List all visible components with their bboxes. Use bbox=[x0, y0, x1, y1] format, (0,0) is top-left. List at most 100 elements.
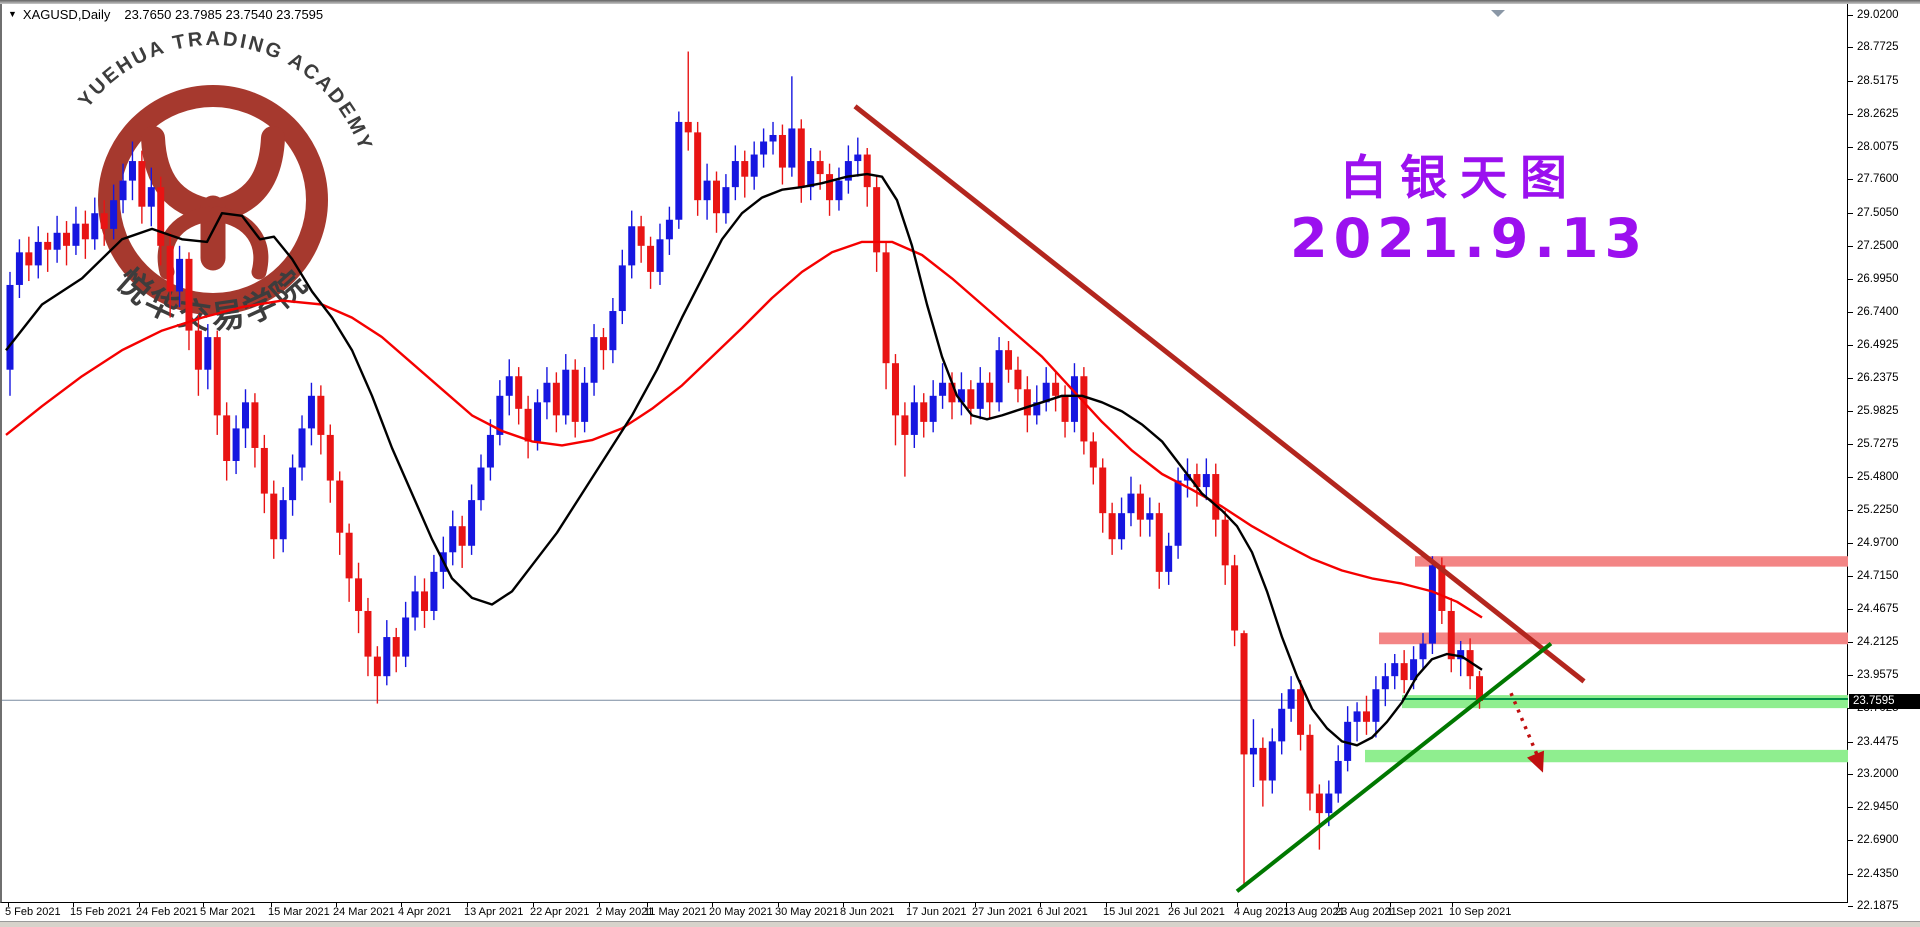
candle-bull bbox=[665, 219, 673, 240]
candle-bull bbox=[72, 223, 80, 246]
candle-bear bbox=[873, 187, 881, 253]
candle-bear bbox=[694, 132, 702, 201]
date-axis-tick bbox=[909, 903, 910, 907]
candle-bull bbox=[91, 213, 99, 240]
price-axis-label: 24.7150 bbox=[1857, 570, 1899, 583]
candle-bull bbox=[53, 232, 61, 250]
candle-bull bbox=[505, 376, 513, 396]
price-axis-tick bbox=[1848, 807, 1853, 809]
candle-bull bbox=[534, 402, 542, 442]
date-axis-label: 24 Mar 2021 bbox=[333, 906, 395, 918]
candle-bear bbox=[948, 382, 956, 403]
candle-bear bbox=[1061, 395, 1069, 422]
candle-bull bbox=[995, 350, 1003, 403]
date-axis-tick bbox=[1390, 903, 1391, 907]
date-axis-label: 17 Jun 2021 bbox=[906, 906, 967, 918]
candle-bull bbox=[486, 434, 494, 468]
candle-bear bbox=[1476, 676, 1484, 701]
candle-bull bbox=[628, 226, 636, 266]
candle-bear bbox=[270, 493, 278, 540]
date-axis-tick bbox=[1171, 903, 1172, 907]
price-axis-tick bbox=[1848, 641, 1853, 643]
price-axis-tick bbox=[1848, 15, 1853, 16]
date-axis-tick bbox=[533, 903, 534, 907]
candle-bull bbox=[430, 571, 438, 611]
candle-bull bbox=[590, 337, 598, 383]
candle-bull bbox=[910, 402, 918, 435]
date-axis-label: 22 Apr 2021 bbox=[530, 906, 590, 918]
candle-bear bbox=[891, 363, 899, 416]
candle-bear bbox=[392, 637, 400, 657]
candle-bull bbox=[289, 467, 297, 501]
projection-arrow-shaft[interactable] bbox=[1509, 692, 1540, 758]
date-axis-label: 1 Sep 2021 bbox=[1387, 906, 1444, 918]
candle-bear bbox=[260, 447, 268, 494]
candle-bull bbox=[1419, 643, 1427, 660]
price-axis-label: 26.9950 bbox=[1857, 273, 1899, 286]
candle-bull bbox=[1174, 480, 1182, 546]
symbol-timeframe-label: XAGUSD,Daily bbox=[22, 7, 111, 22]
price-axis-label: 25.4800 bbox=[1857, 470, 1899, 483]
candle-bear bbox=[157, 187, 165, 246]
date-axis-label: 23 Aug 2021 bbox=[1335, 906, 1397, 918]
candle-bear bbox=[317, 395, 325, 435]
candle-bull bbox=[1428, 565, 1436, 644]
candle-bear bbox=[1089, 441, 1097, 468]
price-axis-label: 26.2375 bbox=[1857, 371, 1899, 384]
candle-bear bbox=[25, 252, 33, 266]
date-axis-tick bbox=[203, 903, 204, 907]
candle-bull bbox=[854, 154, 862, 162]
date-axis-tick bbox=[599, 903, 600, 907]
candle-bull bbox=[1287, 689, 1295, 709]
trendline-descending-resistance[interactable] bbox=[853, 104, 1586, 684]
chart-shift-marker-icon[interactable] bbox=[1491, 10, 1505, 17]
candle-bear bbox=[1259, 747, 1267, 781]
candle-bear bbox=[166, 245, 174, 292]
candle-bear bbox=[458, 526, 466, 546]
candle-bear bbox=[901, 415, 909, 435]
date-axis-label: 30 May 2021 bbox=[775, 906, 839, 918]
support-zone-2[interactable] bbox=[1365, 749, 1848, 763]
candle-bull bbox=[15, 252, 23, 285]
candle-bull bbox=[543, 382, 551, 403]
price-axis-label: 27.2500 bbox=[1857, 239, 1899, 252]
date-axis-tick bbox=[647, 903, 648, 907]
candle-bear bbox=[1052, 382, 1060, 396]
candle-bull bbox=[788, 128, 796, 168]
collapse-triangle-icon[interactable]: ▼ bbox=[8, 9, 17, 19]
chart-area[interactable]: YUEHUA TRADING ACADEMY 悦华交易学院 bbox=[0, 4, 1848, 903]
price-axis-label: 29.0200 bbox=[1857, 9, 1899, 21]
candle-bear bbox=[345, 532, 353, 579]
date-axis-tick bbox=[73, 903, 74, 907]
date-axis-label: 13 Apr 2021 bbox=[464, 906, 524, 918]
candle-bull bbox=[1127, 493, 1135, 514]
candle-bull bbox=[1344, 721, 1352, 761]
candle-bull bbox=[1268, 741, 1276, 781]
candle-bear bbox=[100, 213, 108, 229]
date-axis-tick bbox=[712, 903, 713, 907]
candle-bull bbox=[176, 258, 184, 292]
candle-bear bbox=[826, 174, 834, 201]
price-axis-label: 28.5175 bbox=[1857, 74, 1899, 87]
candle-bear bbox=[1231, 565, 1239, 631]
candle-bear bbox=[1014, 369, 1022, 390]
candle-bear bbox=[741, 161, 749, 177]
price-axis-label: 22.1875 bbox=[1857, 900, 1899, 913]
resistance-zone-1[interactable] bbox=[1415, 556, 1848, 567]
candle-bear bbox=[571, 369, 579, 422]
candle-bull bbox=[1457, 650, 1465, 660]
price-axis-label: 22.4350 bbox=[1857, 867, 1899, 880]
candle-bear bbox=[63, 232, 71, 246]
candle-bear bbox=[1155, 513, 1163, 572]
price-axis-label: 25.2250 bbox=[1857, 503, 1899, 516]
price-axis-label: 26.4925 bbox=[1857, 338, 1899, 351]
candle-bear bbox=[647, 245, 655, 272]
price-axis-tick bbox=[1848, 906, 1853, 908]
candle-bull bbox=[232, 428, 240, 462]
candle-bull bbox=[1391, 663, 1399, 677]
trendline-ascending-support[interactable] bbox=[1235, 642, 1553, 893]
resistance-zone-2[interactable] bbox=[1379, 632, 1848, 645]
candle-bear bbox=[1221, 519, 1229, 566]
